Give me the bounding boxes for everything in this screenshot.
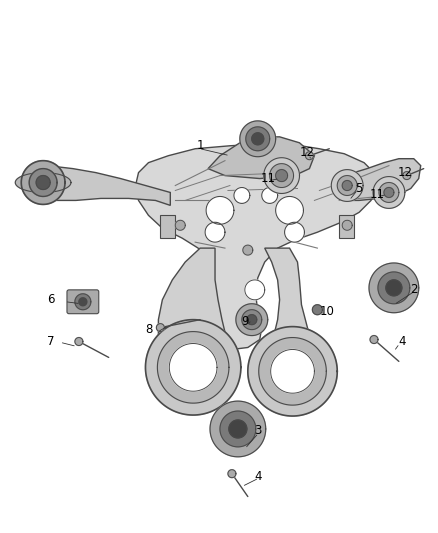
Polygon shape: [236, 304, 268, 336]
Text: 9: 9: [241, 315, 249, 328]
Polygon shape: [271, 350, 314, 393]
Polygon shape: [370, 336, 378, 343]
Polygon shape: [243, 245, 253, 255]
Polygon shape: [384, 188, 394, 197]
Polygon shape: [229, 420, 247, 438]
Polygon shape: [270, 164, 293, 188]
Polygon shape: [342, 220, 352, 230]
Polygon shape: [21, 160, 65, 204]
Polygon shape: [79, 298, 87, 306]
Text: 1: 1: [196, 139, 204, 152]
Text: 10: 10: [320, 305, 335, 318]
Text: 11: 11: [260, 172, 275, 185]
Text: 11: 11: [370, 188, 385, 201]
Polygon shape: [170, 343, 217, 391]
Polygon shape: [379, 182, 399, 203]
Polygon shape: [403, 172, 411, 180]
Polygon shape: [252, 133, 264, 145]
Polygon shape: [248, 327, 337, 416]
Polygon shape: [285, 222, 304, 242]
Polygon shape: [206, 197, 234, 224]
Polygon shape: [265, 248, 318, 407]
Polygon shape: [247, 307, 263, 322]
Polygon shape: [373, 176, 405, 208]
Text: 6: 6: [47, 293, 55, 306]
Polygon shape: [245, 280, 265, 300]
FancyBboxPatch shape: [67, 290, 99, 314]
Polygon shape: [157, 332, 229, 403]
Polygon shape: [159, 248, 230, 404]
Text: 8: 8: [145, 323, 152, 336]
Polygon shape: [242, 310, 262, 329]
Polygon shape: [276, 169, 288, 182]
Polygon shape: [75, 294, 91, 310]
Text: 2: 2: [410, 284, 417, 296]
Polygon shape: [210, 401, 266, 457]
Polygon shape: [240, 121, 276, 157]
Polygon shape: [339, 215, 354, 238]
Text: 4: 4: [398, 335, 406, 348]
Polygon shape: [369, 263, 419, 313]
Polygon shape: [337, 175, 357, 196]
Polygon shape: [228, 470, 236, 478]
Text: 12: 12: [300, 146, 315, 159]
Polygon shape: [264, 158, 300, 193]
Polygon shape: [305, 152, 314, 160]
Polygon shape: [276, 197, 304, 224]
Polygon shape: [331, 169, 363, 201]
Polygon shape: [208, 137, 314, 179]
Text: 5: 5: [355, 182, 363, 195]
Text: 4: 4: [254, 470, 261, 483]
Polygon shape: [344, 159, 421, 200]
Polygon shape: [220, 411, 256, 447]
Polygon shape: [262, 188, 278, 204]
Polygon shape: [386, 280, 402, 296]
Polygon shape: [36, 175, 50, 190]
Polygon shape: [29, 168, 57, 197]
Polygon shape: [15, 173, 71, 192]
Polygon shape: [246, 127, 270, 151]
Polygon shape: [247, 314, 257, 325]
Polygon shape: [205, 222, 225, 242]
Polygon shape: [312, 305, 322, 314]
Polygon shape: [75, 337, 83, 345]
Text: 12: 12: [397, 166, 412, 179]
Polygon shape: [145, 320, 241, 415]
Text: 7: 7: [47, 335, 55, 348]
Polygon shape: [378, 272, 410, 304]
Polygon shape: [36, 167, 170, 205]
Polygon shape: [175, 220, 185, 230]
Polygon shape: [135, 144, 377, 350]
Text: 3: 3: [254, 424, 261, 438]
Polygon shape: [156, 324, 164, 332]
Polygon shape: [259, 337, 326, 405]
Polygon shape: [342, 181, 352, 190]
Polygon shape: [234, 188, 250, 204]
Polygon shape: [160, 215, 175, 238]
